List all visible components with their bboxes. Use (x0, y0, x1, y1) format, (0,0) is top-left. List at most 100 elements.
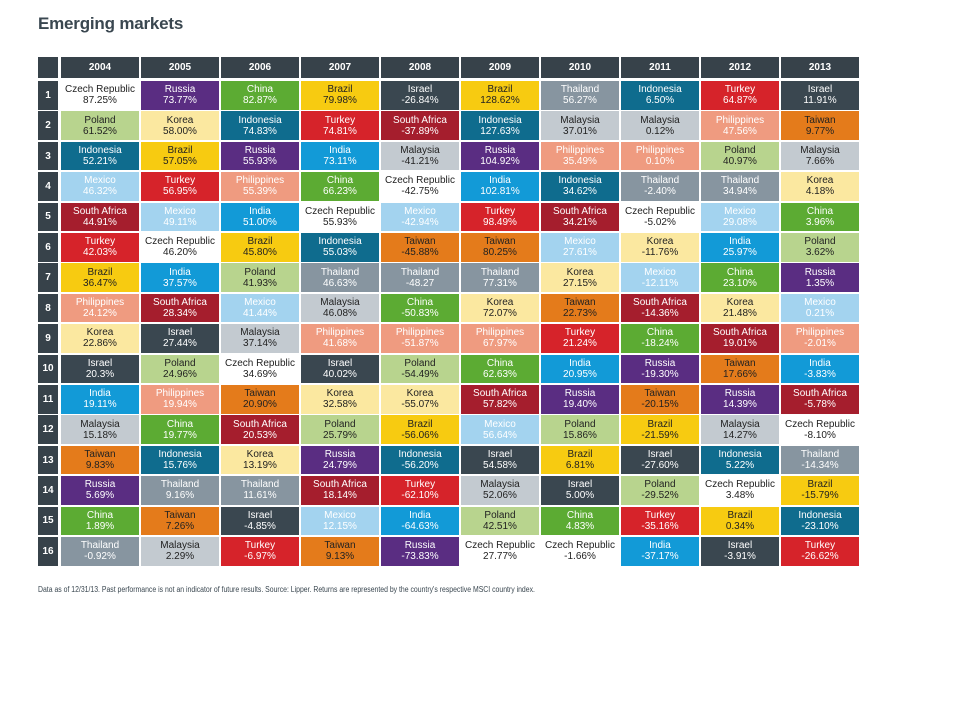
table-cell: Czech Republic -42.75% (381, 172, 459, 201)
return-value: -26.62% (801, 551, 839, 563)
return-value: 37.57% (163, 277, 197, 289)
country-name: Philippines (795, 327, 845, 339)
table-cell: India -37.17% (621, 537, 699, 566)
table-cell: Malaysia 0.12% (621, 111, 699, 140)
country-name: South Africa (233, 418, 287, 430)
country-name: Mexico (164, 205, 196, 217)
table-cell: Taiwan 80.25% (461, 233, 539, 262)
return-value: -26.84% (401, 95, 439, 107)
return-value: 72.07% (483, 308, 517, 320)
return-value: 40.02% (323, 368, 357, 380)
country-name: Philippines (315, 327, 365, 339)
return-value: -4.85% (244, 520, 276, 532)
table-cell: Brazil 57.05% (141, 141, 219, 171)
year-header: 2013 (781, 57, 859, 78)
return-value: 62.63% (483, 368, 517, 380)
rank-label: 5 (38, 202, 58, 232)
country-name: South Africa (153, 297, 207, 309)
return-value: 19.01% (723, 338, 757, 350)
return-value: 2.29% (165, 551, 195, 563)
return-value: 36.47% (83, 277, 117, 289)
country-name: Turkey (84, 236, 116, 248)
country-name: Israel (87, 357, 113, 369)
table-cell: Israel 11.91% (781, 81, 859, 110)
table-cell: Turkey 74.81% (301, 111, 379, 140)
table-cell: India 37.57% (141, 263, 219, 292)
return-value: 79.98% (323, 95, 357, 107)
table-cell: Indonesia 5.22% (701, 445, 779, 475)
table-cell: Korea 13.19% (221, 445, 299, 475)
return-value: 27.44% (163, 338, 197, 350)
table-cell: Turkey 56.95% (141, 172, 219, 201)
table-cell: India 19.11% (61, 385, 139, 414)
return-value: 20.3% (85, 368, 115, 380)
table-cell: Poland 25.79% (301, 415, 379, 444)
table-cell: Philippines 24.12% (61, 293, 139, 323)
table-corner (38, 57, 58, 78)
return-value: 3.62% (805, 247, 835, 259)
year-header: 2008 (381, 57, 459, 78)
table-cell: Turkey -35.16% (621, 506, 699, 536)
return-value: -73.83% (401, 551, 439, 563)
country-name: Indonesia (158, 449, 202, 461)
table-cell: Philippines 35.49% (541, 141, 619, 171)
year-header: 2007 (301, 57, 379, 78)
country-name: Poland (804, 236, 836, 248)
table-cell: Brazil 79.98% (301, 81, 379, 110)
table-cell: Russia 19.40% (541, 385, 619, 414)
table-cell: Taiwan 22.73% (541, 293, 619, 323)
return-value: -42.94% (401, 216, 439, 228)
table-cell: Israel 5.00% (541, 476, 619, 505)
return-value: 19.77% (163, 429, 197, 441)
return-value: 3.48% (725, 490, 755, 502)
table-cell: Indonesia 55.03% (301, 233, 379, 262)
year-header: 2005 (141, 57, 219, 78)
table-cell: China -50.83% (381, 293, 459, 323)
table-cell: Russia 14.39% (701, 385, 779, 414)
table-cell: Korea 21.48% (701, 293, 779, 323)
country-name: Czech Republic (224, 357, 296, 369)
return-value: -2.40% (644, 186, 676, 198)
table-cell: Taiwan 17.66% (701, 354, 779, 384)
table-cell: South Africa 57.82% (461, 385, 539, 414)
table-cell: Thailand 11.61% (221, 476, 299, 505)
table-cell: Turkey 21.24% (541, 324, 619, 353)
country-name: Russia (804, 266, 836, 278)
table-cell: Mexico 49.11% (141, 202, 219, 232)
country-name: Indonesia (78, 145, 122, 157)
country-name: Turkey (724, 84, 756, 96)
country-name: Taiwan (724, 357, 756, 369)
return-value: 6.81% (565, 460, 595, 472)
return-value: 7.26% (165, 520, 195, 532)
table-cell: Philippines -51.87% (381, 324, 459, 353)
return-value: -5.78% (804, 399, 836, 411)
return-value: 25.97% (723, 247, 757, 259)
table-cell: Russia 1.35% (781, 263, 859, 292)
return-value: 14.39% (723, 399, 757, 411)
return-value: 20.95% (563, 368, 597, 380)
country-name: Brazil (647, 418, 673, 430)
return-value: 34.62% (563, 186, 597, 198)
country-name: Malaysia (240, 327, 280, 339)
table-cell: Czech Republic -8.10% (781, 415, 859, 444)
country-name: Malaysia (720, 418, 760, 430)
table-cell: Brazil 45.80% (221, 233, 299, 262)
return-value: -14.34% (801, 460, 839, 472)
table-cell: Thailand 56.27% (541, 81, 619, 110)
country-name: India (169, 266, 191, 278)
table-cell: Brazil 6.81% (541, 445, 619, 475)
country-name: Thailand (400, 266, 440, 278)
country-name: Thailand (320, 266, 360, 278)
return-value: -37.89% (401, 125, 439, 137)
table-cell: Malaysia 46.08% (301, 293, 379, 323)
table-cell: Korea 27.15% (541, 263, 619, 292)
return-value: 20.53% (243, 429, 277, 441)
rank-label: 9 (38, 324, 58, 353)
table-cell: Mexico -42.94% (381, 202, 459, 232)
country-name: Russia (644, 357, 676, 369)
return-value: -35.16% (641, 520, 679, 532)
country-name: Korea (406, 388, 434, 400)
country-name: Russia (404, 540, 436, 552)
return-value: 9.83% (85, 460, 115, 472)
country-name: Indonesia (238, 114, 282, 126)
